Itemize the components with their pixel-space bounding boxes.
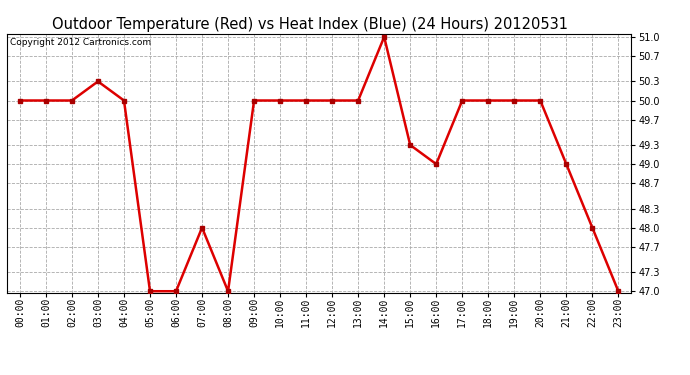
Text: Outdoor Temperature (Red) vs Heat Index (Blue) (24 Hours) 20120531: Outdoor Temperature (Red) vs Heat Index … (52, 17, 569, 32)
Text: Copyright 2012 Cartronics.com: Copyright 2012 Cartronics.com (10, 38, 151, 46)
